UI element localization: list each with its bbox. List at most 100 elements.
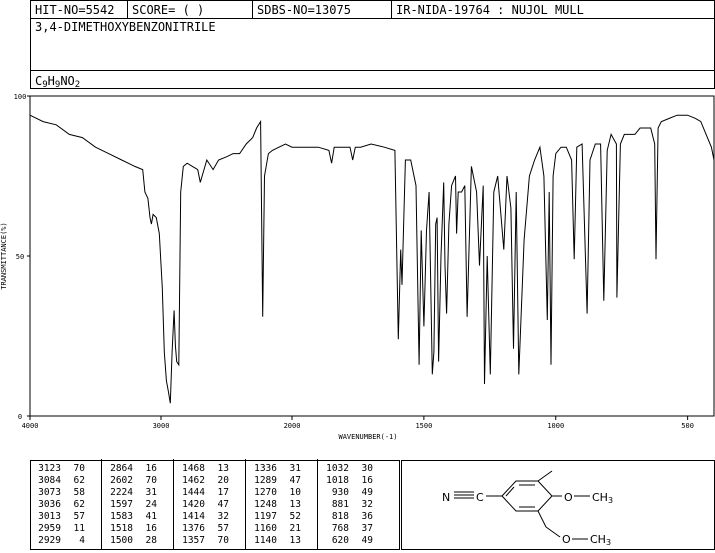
peak-intensity: 37: [361, 523, 373, 534]
peak-intensity: 36: [361, 511, 373, 522]
compound-name: 3,4-DIMETHOXYBENZONITRILE: [35, 20, 216, 34]
peak-intensity: 30: [361, 463, 373, 474]
peak-intensity: 62: [73, 499, 85, 510]
peak-intensity: 49: [361, 535, 373, 546]
peak-wavenumber: 1518: [110, 523, 133, 534]
peak-row: 1420 47: [175, 499, 229, 511]
peak-intensity: 4: [79, 535, 85, 546]
peak-wavenumber: 2602: [110, 475, 133, 486]
peak-wavenumber: 1583: [110, 511, 133, 522]
methoxy-top-o-atom: O: [564, 491, 573, 504]
peak-table: 3123 70 3084 62 3073 58 3036 62 3013 57 2959 11 2929…: [30, 459, 400, 550]
x-tick-label: 3000: [153, 422, 170, 430]
peak-row: 2602 70: [103, 475, 157, 487]
bond: [537, 510, 547, 528]
x-tick-label: 1000: [547, 422, 564, 430]
peak-wavenumber: 3084: [38, 475, 61, 486]
peak-wavenumber: 930: [331, 487, 349, 498]
y-tick-label: 50: [16, 253, 24, 261]
peak-column: 1336 31 1289 47 1270 10 1248 13 1197 52 1160 21 1140…: [247, 463, 301, 547]
peak-intensity: 13: [217, 463, 229, 474]
peak-row: 3036 62: [31, 499, 85, 511]
peak-intensity: 24: [145, 499, 157, 510]
peak-intensity: 32: [361, 499, 373, 510]
peak-intensity: 41: [145, 511, 157, 522]
header-divider: [127, 1, 128, 18]
peak-intensity: 70: [217, 535, 229, 546]
peak-wavenumber: 881: [331, 499, 349, 510]
hit-number: HIT-NO=5542: [35, 3, 115, 17]
peak-column: 1032 30 1018 16 930 49 881 32 818 36 768 37 620 49: [319, 463, 373, 547]
peak-table-divider: [173, 459, 174, 549]
peak-row: 1357 70: [175, 535, 229, 547]
y-tick-label: 0: [18, 413, 22, 421]
bond: [545, 526, 561, 538]
peak-wavenumber: 1444: [182, 487, 205, 498]
peak-intensity: 52: [289, 511, 301, 522]
peak-intensity: 31: [145, 487, 157, 498]
peak-intensity: 16: [145, 523, 157, 534]
peak-intensity: 11: [73, 523, 85, 534]
peak-row: 1289 47: [247, 475, 301, 487]
structure-panel: N C O CH3 O CH3: [401, 460, 715, 550]
peak-row: 1336 31: [247, 463, 301, 475]
x-tick-label: 500: [681, 422, 694, 430]
peak-intensity: 17: [217, 487, 229, 498]
peak-intensity: 58: [73, 487, 85, 498]
x-tick-label: 4000: [22, 422, 39, 430]
molecule-structure: N C O CH3 O CH3: [442, 470, 613, 547]
methoxy-bot-o-atom: O: [562, 533, 571, 546]
peak-row: 768 37: [319, 523, 373, 535]
peak-intensity: 10: [289, 487, 301, 498]
peak-row: 2224 31: [103, 487, 157, 499]
peak-intensity: 70: [73, 463, 85, 474]
nitrile-c-atom: C: [476, 491, 484, 504]
peak-row: 818 36: [319, 511, 373, 523]
x-axis-ticks: 4000 3000 2000 1500 1000 500: [22, 416, 694, 430]
peak-intensity: 62: [73, 475, 85, 486]
peak-wavenumber: 1420: [182, 499, 205, 510]
peak-intensity: 47: [289, 475, 301, 486]
peak-intensity: 13: [289, 535, 301, 546]
peak-wavenumber: 2959: [38, 523, 61, 534]
peak-wavenumber: 3123: [38, 463, 61, 474]
spectrum-line: [29, 114, 715, 404]
peak-wavenumber: 1468: [182, 463, 205, 474]
peak-wavenumber: 818: [331, 511, 349, 522]
peak-intensity: 13: [289, 499, 301, 510]
peak-wavenumber: 2224: [110, 487, 133, 498]
peak-row: 1518 16: [103, 523, 157, 535]
peak-row: 1376 57: [175, 523, 229, 535]
peak-wavenumber: 1376: [182, 523, 205, 534]
peak-row: 1032 30: [319, 463, 373, 475]
peak-column: 1468 13 1462 20 1444 17 1420 47 1414 32 1376 57 1357…: [175, 463, 229, 547]
peak-intensity: 57: [217, 523, 229, 534]
peak-table-divider: [317, 459, 318, 549]
peak-row: 3073 58: [31, 487, 85, 499]
peak-intensity: 16: [361, 475, 373, 486]
peak-row: 2959 11: [31, 523, 85, 535]
header-rule: [31, 18, 714, 19]
peak-wavenumber: 1414: [182, 511, 205, 522]
molecular-formula: C9H9NO2: [35, 74, 81, 90]
peak-table-divider: [245, 459, 246, 549]
ir-info: IR-NIDA-19764 : NUJOL MULL: [396, 3, 584, 17]
peak-wavenumber: 1336: [254, 463, 277, 474]
sdbs-number: SDBS-NO=13075: [257, 3, 351, 17]
x-tick-label: 2000: [284, 422, 301, 430]
y-axis-label: TRANSMITTANCE(%): [0, 222, 8, 289]
peak-wavenumber: 1462: [182, 475, 205, 486]
header-rule: [31, 70, 714, 71]
peak-wavenumber: 1160: [254, 523, 277, 534]
x-axis-label: WAVENUMBER(-1): [338, 433, 397, 441]
header-divider: [252, 1, 253, 18]
peak-wavenumber: 1248: [254, 499, 277, 510]
header-box: HIT-NO=5542 SCORE= ( ) SDBS-NO=13075 IR-…: [30, 0, 715, 90]
peak-row: 930 49: [319, 487, 373, 499]
peak-row: 2864 16: [103, 463, 157, 475]
peak-intensity: 57: [73, 511, 85, 522]
peak-wavenumber: 1270: [254, 487, 277, 498]
peak-row: 1500 28: [103, 535, 157, 547]
peak-table-divider: [101, 459, 102, 549]
peak-intensity: 20: [217, 475, 229, 486]
